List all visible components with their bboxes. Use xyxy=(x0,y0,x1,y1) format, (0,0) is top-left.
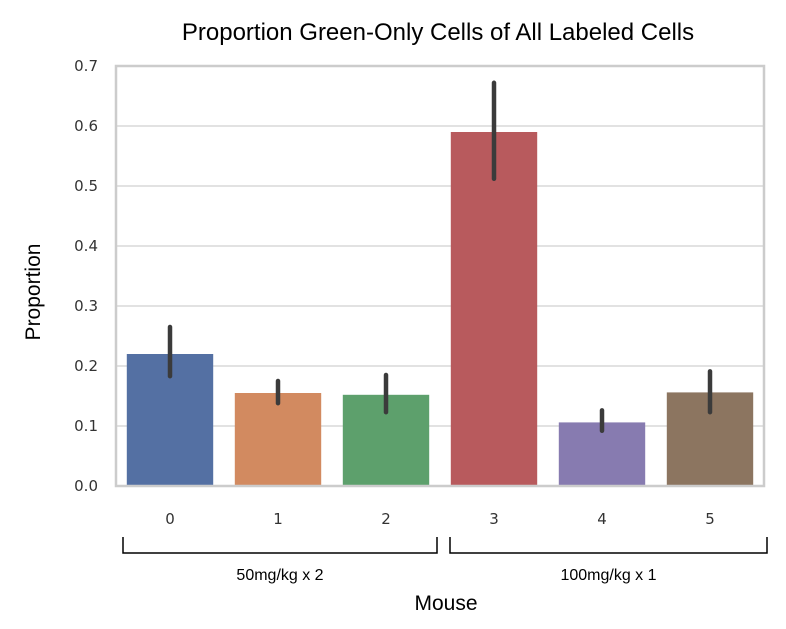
y-tick-label: 0.3 xyxy=(74,297,98,315)
x-tick-label: 3 xyxy=(489,510,499,528)
x-tick-label: 4 xyxy=(597,510,607,528)
y-tick-label: 0.1 xyxy=(74,417,98,435)
x-tick-label: 1 xyxy=(273,510,283,528)
group-brackets: 50mg/kg x 2 100mg/kg x 1 xyxy=(122,537,768,584)
y-tick-labels: 0.0 0.1 0.2 0.3 0.4 0.5 0.6 0.7 xyxy=(74,57,98,495)
x-tick-labels: 0 1 2 3 4 5 xyxy=(165,510,715,528)
y-axis-label: Proportion xyxy=(22,244,45,341)
x-tick-label: 5 xyxy=(705,510,715,528)
bar-mouse-3 xyxy=(450,132,538,486)
group-bracket xyxy=(449,537,768,554)
gridlines xyxy=(116,65,764,487)
y-tick-label: 0.2 xyxy=(74,357,98,375)
y-tick-label: 0.6 xyxy=(74,117,98,135)
y-tick-label: 0.0 xyxy=(74,477,98,495)
group-label: 50mg/kg x 2 xyxy=(236,567,323,584)
group-label: 100mg/kg x 1 xyxy=(560,567,656,584)
chart-title: Proportion Green-Only Cells of All Label… xyxy=(182,19,694,46)
x-tick-label: 2 xyxy=(381,510,391,528)
bar-mouse-1 xyxy=(234,393,322,486)
plot-frame xyxy=(114,64,766,488)
group-bracket xyxy=(122,537,438,554)
x-axis-label: Mouse xyxy=(414,592,477,615)
error-bars xyxy=(167,80,713,434)
y-tick-label: 0.4 xyxy=(74,237,98,255)
y-tick-label: 0.5 xyxy=(74,177,98,195)
x-tick-label: 0 xyxy=(165,510,175,528)
bars xyxy=(126,132,754,486)
y-tick-label: 0.7 xyxy=(74,57,98,75)
